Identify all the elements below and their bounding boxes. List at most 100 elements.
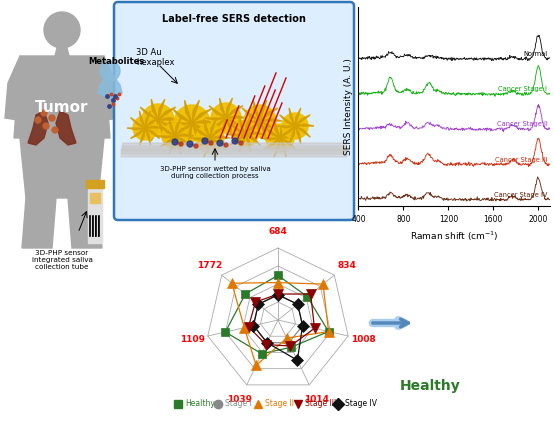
Polygon shape bbox=[140, 107, 158, 120]
Text: 684: 684 bbox=[269, 227, 288, 237]
Circle shape bbox=[437, 73, 453, 89]
Circle shape bbox=[232, 121, 258, 147]
Polygon shape bbox=[260, 100, 267, 121]
Polygon shape bbox=[140, 120, 158, 133]
Circle shape bbox=[244, 105, 276, 137]
Circle shape bbox=[52, 127, 58, 133]
Circle shape bbox=[232, 138, 238, 144]
Text: Cancer stages: Cancer stages bbox=[463, 130, 497, 206]
Polygon shape bbox=[168, 123, 192, 126]
Circle shape bbox=[44, 12, 80, 48]
Text: Cancer Stage III: Cancer Stage III bbox=[495, 156, 547, 162]
Polygon shape bbox=[295, 115, 310, 126]
Circle shape bbox=[133, 116, 157, 140]
Polygon shape bbox=[28, 111, 48, 145]
Circle shape bbox=[217, 140, 223, 146]
Polygon shape bbox=[280, 126, 296, 138]
Polygon shape bbox=[22, 198, 56, 248]
Polygon shape bbox=[280, 115, 295, 126]
Polygon shape bbox=[463, 142, 471, 160]
Polygon shape bbox=[175, 136, 191, 147]
Polygon shape bbox=[192, 109, 212, 123]
Polygon shape bbox=[295, 124, 314, 126]
Polygon shape bbox=[121, 143, 347, 151]
Circle shape bbox=[209, 141, 213, 145]
Circle shape bbox=[194, 144, 198, 148]
Polygon shape bbox=[274, 119, 280, 138]
Circle shape bbox=[41, 110, 47, 116]
Polygon shape bbox=[204, 138, 210, 157]
Polygon shape bbox=[160, 125, 175, 136]
Polygon shape bbox=[280, 138, 296, 150]
Polygon shape bbox=[190, 138, 210, 140]
Polygon shape bbox=[226, 134, 245, 136]
Circle shape bbox=[211, 103, 241, 133]
Circle shape bbox=[202, 138, 208, 144]
Polygon shape bbox=[226, 106, 243, 118]
Polygon shape bbox=[127, 128, 145, 130]
Polygon shape bbox=[437, 90, 453, 108]
Polygon shape bbox=[192, 123, 212, 137]
Polygon shape bbox=[98, 71, 122, 98]
Polygon shape bbox=[276, 126, 295, 128]
Polygon shape bbox=[210, 119, 216, 138]
Polygon shape bbox=[210, 138, 226, 150]
Polygon shape bbox=[205, 118, 226, 120]
Polygon shape bbox=[242, 108, 260, 121]
Circle shape bbox=[450, 85, 468, 103]
Polygon shape bbox=[169, 118, 175, 136]
Polygon shape bbox=[461, 124, 469, 140]
Polygon shape bbox=[264, 138, 280, 150]
Polygon shape bbox=[219, 118, 226, 138]
Polygon shape bbox=[239, 116, 245, 134]
Polygon shape bbox=[260, 108, 278, 121]
Text: 3D Au
hexaplex: 3D Au hexaplex bbox=[136, 48, 175, 67]
Polygon shape bbox=[280, 126, 295, 137]
Text: Metabolites: Metabolites bbox=[88, 57, 144, 66]
Polygon shape bbox=[145, 126, 163, 128]
Polygon shape bbox=[253, 100, 260, 121]
Circle shape bbox=[414, 55, 426, 67]
Polygon shape bbox=[264, 126, 280, 138]
Text: Healthy: Healthy bbox=[399, 379, 460, 393]
Polygon shape bbox=[20, 138, 104, 198]
Polygon shape bbox=[413, 82, 419, 93]
Polygon shape bbox=[226, 118, 233, 138]
Text: 3D-PHP sensor wetted by saliva
during collection process: 3D-PHP sensor wetted by saliva during co… bbox=[160, 166, 270, 179]
Polygon shape bbox=[204, 119, 210, 138]
Polygon shape bbox=[450, 104, 468, 124]
Circle shape bbox=[282, 113, 308, 139]
Polygon shape bbox=[226, 118, 243, 131]
Polygon shape bbox=[145, 128, 160, 138]
Polygon shape bbox=[229, 134, 245, 145]
FancyArrowPatch shape bbox=[373, 320, 404, 326]
Polygon shape bbox=[210, 138, 216, 157]
Polygon shape bbox=[289, 126, 295, 144]
Polygon shape bbox=[245, 123, 260, 134]
Polygon shape bbox=[295, 126, 310, 137]
Circle shape bbox=[49, 115, 55, 121]
FancyBboxPatch shape bbox=[114, 2, 354, 220]
Polygon shape bbox=[447, 108, 454, 123]
Circle shape bbox=[224, 143, 228, 147]
Polygon shape bbox=[245, 132, 264, 134]
Text: Stage III: Stage III bbox=[305, 399, 336, 409]
Polygon shape bbox=[210, 136, 230, 138]
Polygon shape bbox=[56, 111, 76, 145]
Polygon shape bbox=[194, 126, 210, 138]
Circle shape bbox=[142, 104, 174, 136]
Polygon shape bbox=[173, 123, 192, 137]
Polygon shape bbox=[242, 121, 260, 134]
Circle shape bbox=[425, 64, 439, 78]
Text: 1109: 1109 bbox=[179, 335, 205, 344]
Polygon shape bbox=[184, 100, 192, 123]
Circle shape bbox=[100, 61, 120, 81]
Polygon shape bbox=[239, 134, 245, 152]
Text: 1014: 1014 bbox=[304, 395, 329, 404]
Polygon shape bbox=[280, 138, 286, 157]
Polygon shape bbox=[158, 99, 165, 120]
Polygon shape bbox=[436, 108, 443, 123]
Polygon shape bbox=[424, 95, 430, 108]
Circle shape bbox=[43, 123, 49, 129]
Polygon shape bbox=[158, 120, 165, 141]
